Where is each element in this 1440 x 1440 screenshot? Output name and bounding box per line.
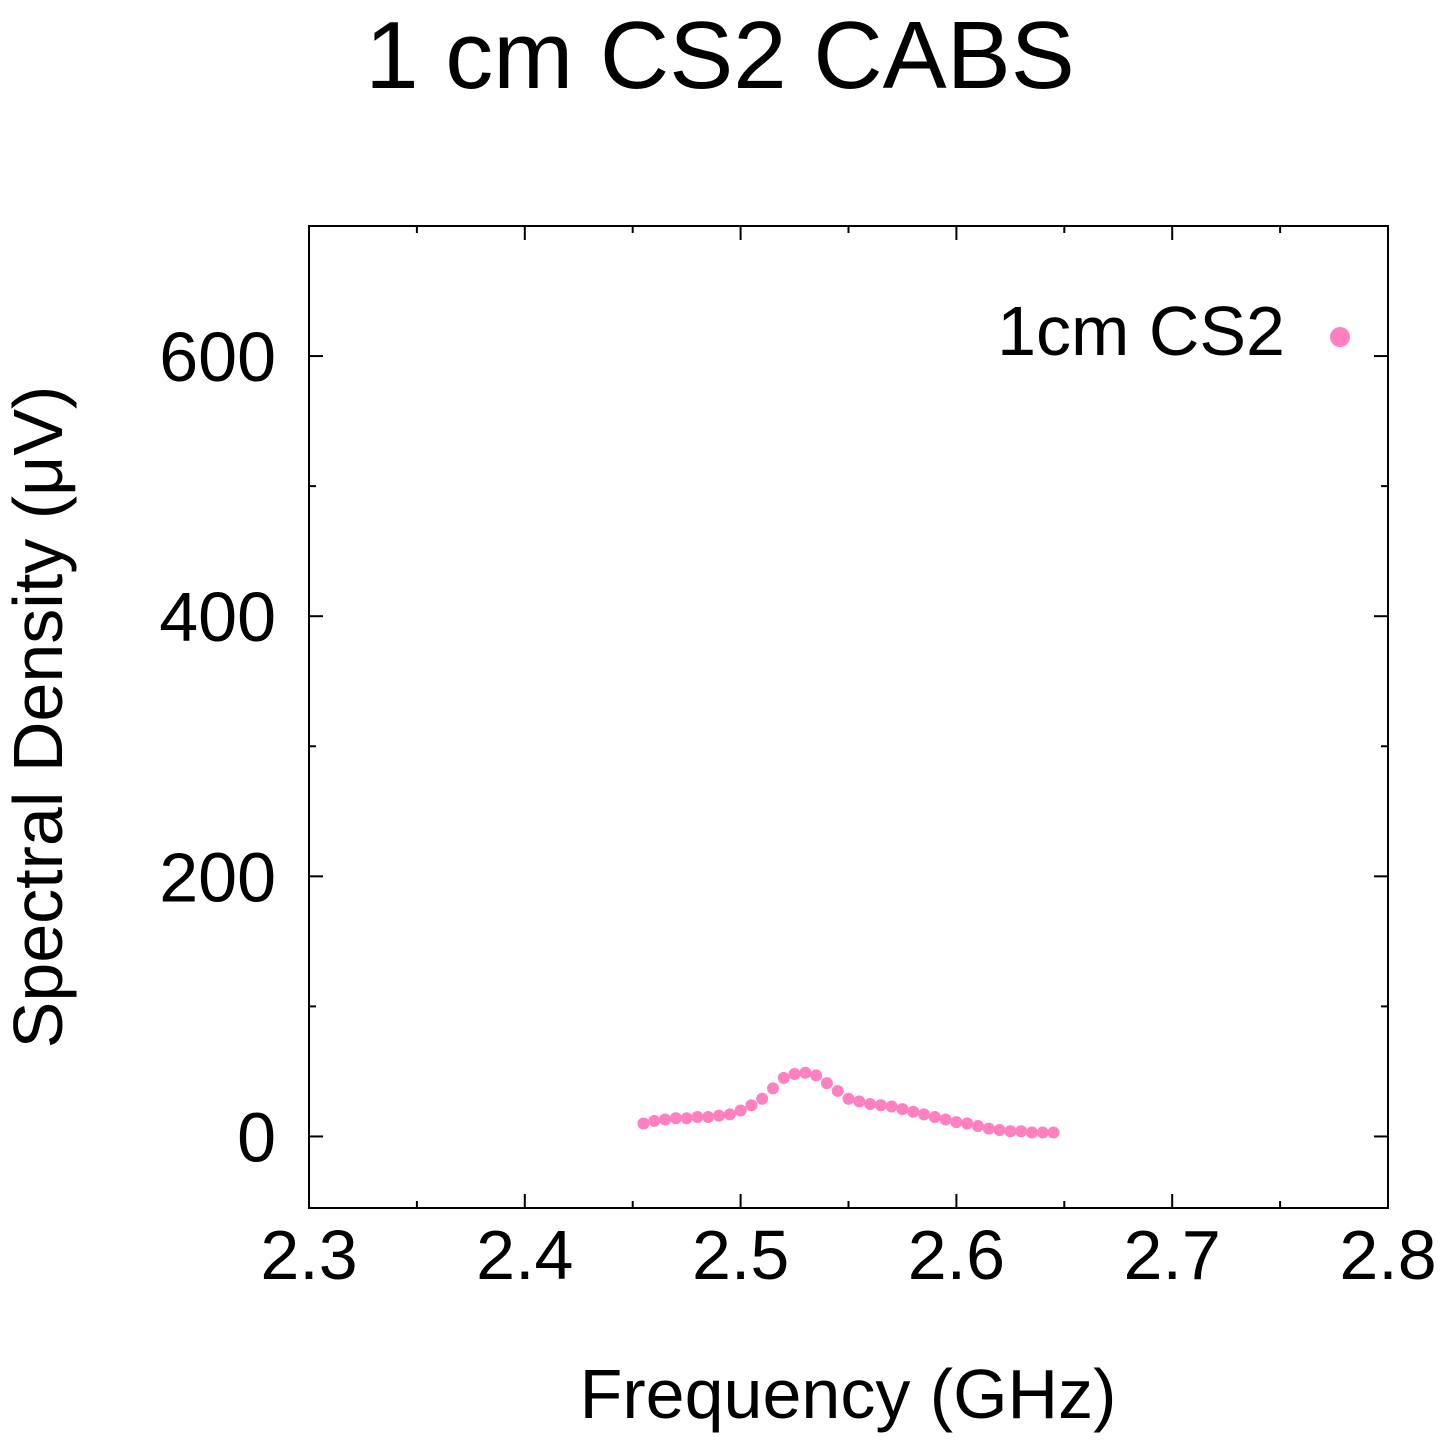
chart-title: 1 cm CS2 CABS bbox=[365, 2, 1075, 109]
data-point bbox=[1025, 1126, 1038, 1139]
data-point bbox=[734, 1104, 747, 1117]
data-point bbox=[864, 1097, 877, 1110]
data-point bbox=[831, 1084, 844, 1097]
data-point bbox=[1004, 1125, 1017, 1138]
legend-marker bbox=[1330, 327, 1350, 347]
x-tick-label: 2.5 bbox=[692, 1216, 789, 1294]
data-point bbox=[1047, 1126, 1060, 1139]
data-point bbox=[702, 1110, 715, 1123]
y-axis: 0 200 400 600 bbox=[159, 318, 1388, 1176]
data-point bbox=[1036, 1126, 1049, 1139]
data-point bbox=[669, 1112, 682, 1125]
data-point bbox=[918, 1108, 931, 1121]
data-point bbox=[777, 1071, 790, 1084]
x-tick-label: 2.7 bbox=[1124, 1216, 1221, 1294]
data-point bbox=[950, 1116, 963, 1129]
data-point bbox=[648, 1114, 661, 1127]
data-point bbox=[1015, 1125, 1028, 1138]
x-axis: 2.3 2.4 2.5 2.6 2.7 2.8 bbox=[260, 226, 1437, 1294]
data-point bbox=[788, 1068, 801, 1081]
data-point bbox=[939, 1113, 952, 1126]
data-point bbox=[659, 1113, 672, 1126]
data-point bbox=[637, 1117, 650, 1130]
y-tick-label: 400 bbox=[159, 578, 276, 656]
data-point bbox=[799, 1066, 812, 1079]
x-tick-label: 2.3 bbox=[260, 1216, 357, 1294]
data-point bbox=[874, 1099, 887, 1112]
data-point bbox=[982, 1122, 995, 1135]
data-point bbox=[853, 1095, 866, 1108]
x-tick-label: 2.8 bbox=[1339, 1216, 1436, 1294]
data-point bbox=[680, 1112, 693, 1125]
data-point bbox=[993, 1123, 1006, 1136]
x-tick-label: 2.4 bbox=[476, 1216, 573, 1294]
legend-label: 1cm CS2 bbox=[997, 292, 1285, 370]
data-point bbox=[810, 1069, 823, 1082]
legend: 1cm CS2 bbox=[997, 292, 1350, 370]
data-point bbox=[885, 1100, 898, 1113]
data-point bbox=[842, 1092, 855, 1105]
data-point bbox=[928, 1110, 941, 1123]
data-point bbox=[723, 1108, 736, 1121]
data-point bbox=[691, 1110, 704, 1123]
data-point bbox=[907, 1105, 920, 1118]
y-tick-label: 0 bbox=[237, 1098, 276, 1176]
y-tick-label: 600 bbox=[159, 318, 276, 396]
data-point bbox=[896, 1103, 909, 1116]
x-axis-label: Frequency (GHz) bbox=[580, 1355, 1117, 1433]
series-1cm-cs2 bbox=[637, 1066, 1060, 1139]
data-point bbox=[971, 1120, 984, 1133]
y-tick-label: 200 bbox=[159, 838, 276, 916]
data-point bbox=[766, 1082, 779, 1095]
data-point bbox=[756, 1092, 769, 1105]
x-tick-label: 2.6 bbox=[908, 1216, 1005, 1294]
plot-frame bbox=[308, 225, 1389, 1209]
data-point bbox=[713, 1109, 726, 1122]
y-axis-label: Spectral Density (μV) bbox=[0, 386, 77, 1049]
data-point bbox=[961, 1117, 974, 1130]
data-point bbox=[745, 1099, 758, 1112]
data-point bbox=[820, 1077, 833, 1090]
